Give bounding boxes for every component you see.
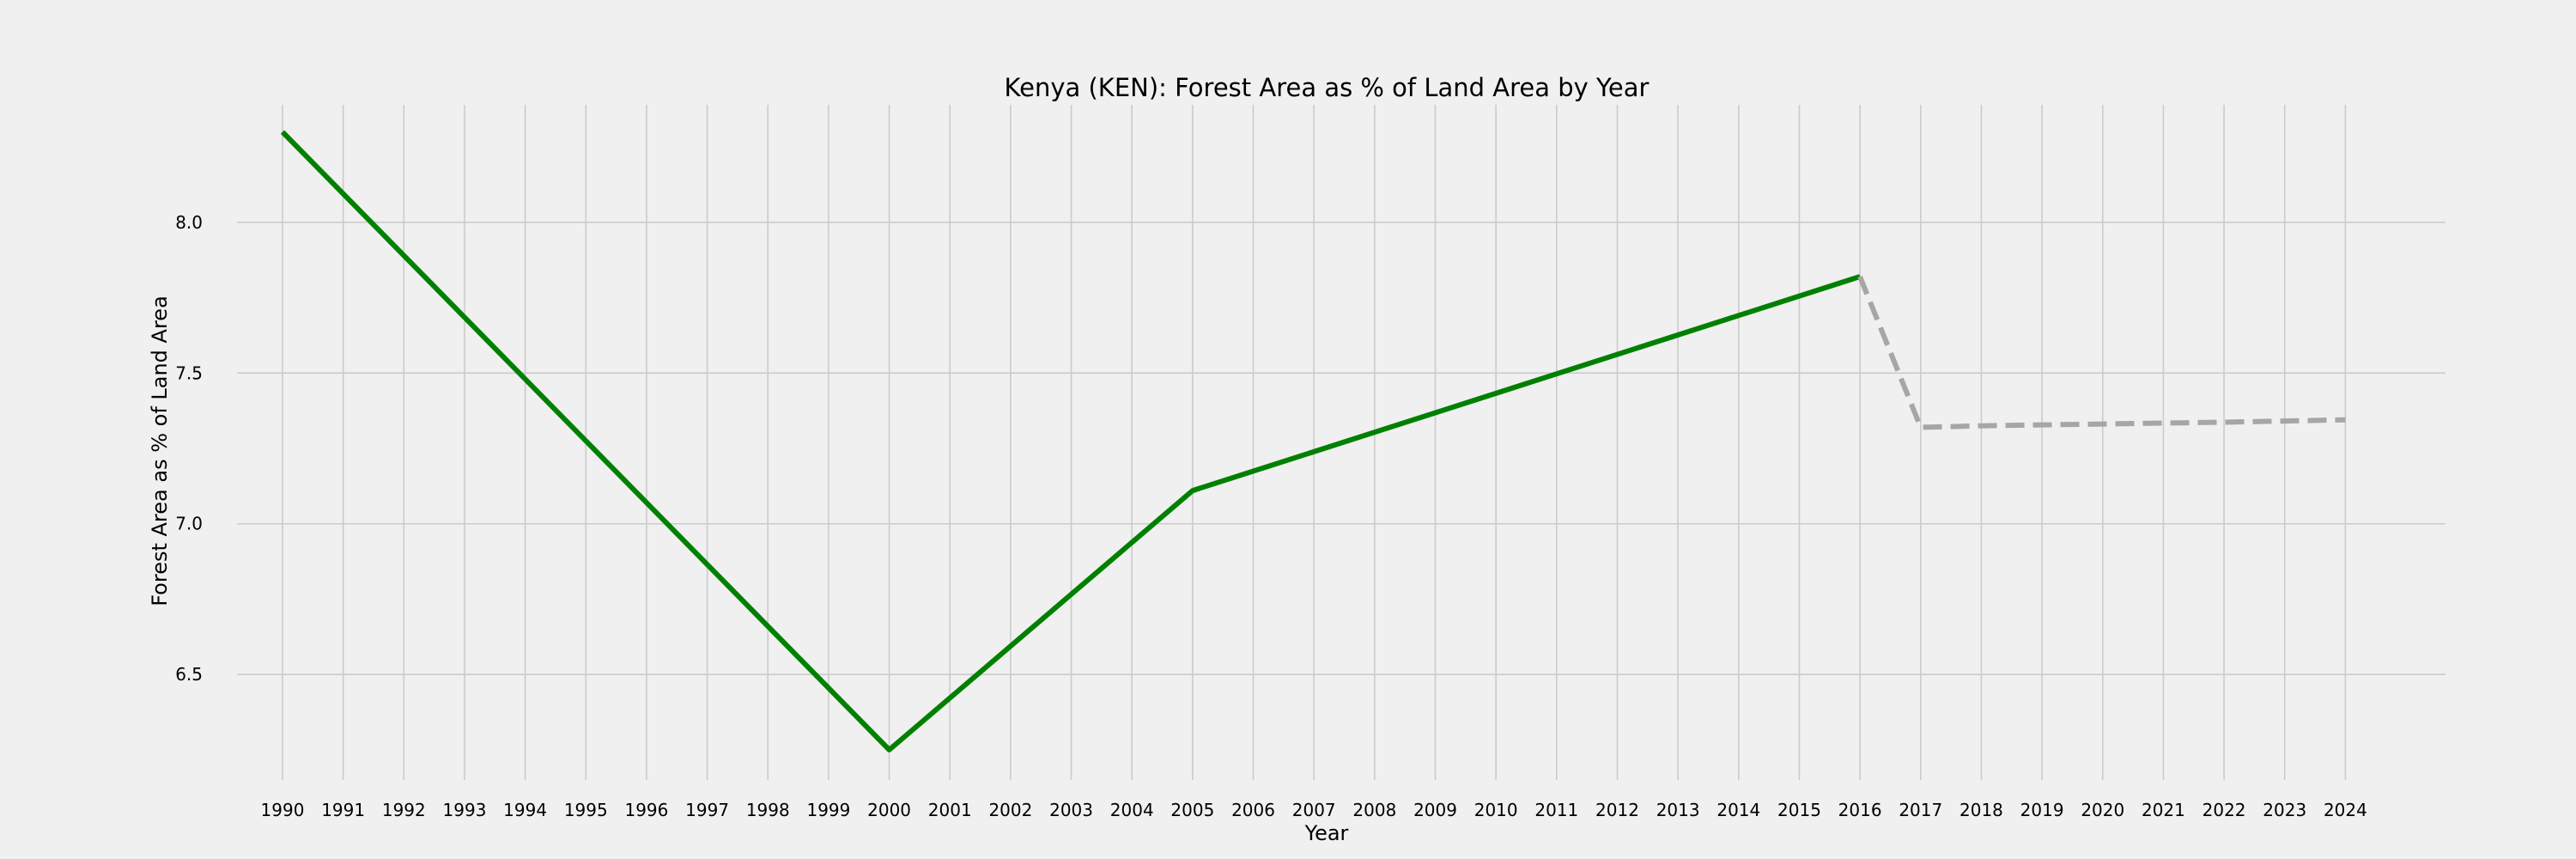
x-tick-label: 2018 bbox=[1959, 800, 2003, 820]
x-tick-label: 2013 bbox=[1656, 800, 1700, 820]
actual-series-line bbox=[280, 130, 1862, 752]
x-tick-label: 2023 bbox=[2263, 800, 2306, 820]
y-tick-label: 7.5 bbox=[175, 362, 203, 383]
x-tick-labels: 1990 1991 1992 1993 1994 1995 1996 1997 1998 1999… bbox=[261, 800, 2367, 820]
x-tick-label: 2017 bbox=[1899, 800, 1942, 820]
x-tick-label: 2010 bbox=[1474, 800, 1518, 820]
x-tick-label: 2001 bbox=[928, 800, 972, 820]
x-tick-label: 2016 bbox=[1838, 800, 1882, 820]
x-tick-label: 2019 bbox=[2020, 800, 2064, 820]
x-tick-label: 1990 bbox=[261, 800, 305, 820]
x-tick-label: 2011 bbox=[1534, 800, 1578, 820]
y-tick-label: 6.5 bbox=[175, 664, 203, 685]
x-tick-label: 2005 bbox=[1170, 800, 1214, 820]
y-tick-label: 7.0 bbox=[175, 514, 203, 534]
x-tick-label: 2002 bbox=[988, 800, 1032, 820]
y-tick-labels: 6.5 7.0 7.5 8.0 bbox=[175, 212, 203, 685]
x-tick-label: 2008 bbox=[1352, 800, 1396, 820]
x-tick-label: 1999 bbox=[806, 800, 850, 820]
x-tick-label: 2009 bbox=[1413, 800, 1457, 820]
x-tick-label: 2015 bbox=[1777, 800, 1821, 820]
chart-title: Kenya (KEN): Forest Area as % of Land Ar… bbox=[1005, 73, 1649, 102]
series-lines bbox=[280, 130, 2346, 752]
x-tick-label: 2014 bbox=[1716, 800, 1760, 820]
x-tick-label: 1995 bbox=[564, 800, 608, 820]
x-tick-label: 2003 bbox=[1049, 800, 1093, 820]
projected-series-line bbox=[1857, 275, 2346, 430]
x-tick-label: 1991 bbox=[321, 800, 365, 820]
y-axis-label: Forest Area as % of Land Area bbox=[148, 295, 172, 606]
x-tick-label: 2007 bbox=[1292, 800, 1336, 820]
x-tick-label: 1998 bbox=[746, 800, 790, 820]
x-tick-label: 1997 bbox=[685, 800, 729, 820]
x-tick-label: 2021 bbox=[2142, 800, 2185, 820]
x-tick-label: 2024 bbox=[2324, 800, 2367, 820]
x-tick-label: 2012 bbox=[1595, 800, 1639, 820]
x-tick-label: 1992 bbox=[382, 800, 426, 820]
x-tick-label: 2004 bbox=[1110, 800, 1154, 820]
x-tick-label: 1996 bbox=[624, 800, 668, 820]
y-tick-label: 8.0 bbox=[175, 212, 203, 233]
x-tick-label: 2022 bbox=[2202, 800, 2246, 820]
x-tick-label: 1993 bbox=[443, 800, 487, 820]
x-axis-label: Year bbox=[1304, 821, 1349, 845]
x-tick-label: 2000 bbox=[867, 800, 911, 820]
x-tick-label: 2020 bbox=[2081, 800, 2124, 820]
x-tick-label: 2006 bbox=[1231, 800, 1275, 820]
x-tick-label: 1994 bbox=[503, 800, 547, 820]
grid-lines bbox=[237, 105, 2445, 780]
